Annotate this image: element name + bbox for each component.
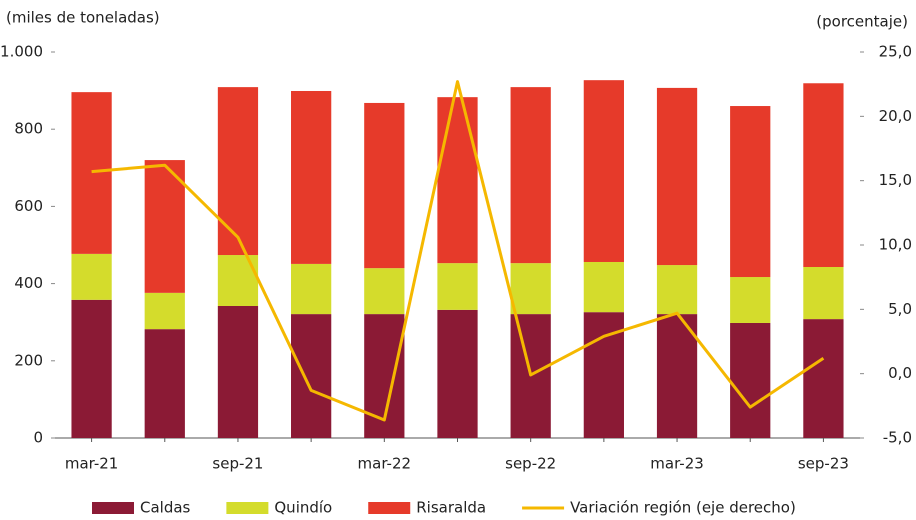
bar <box>291 314 332 438</box>
bar <box>71 253 112 300</box>
bar <box>510 87 551 264</box>
bar <box>291 90 332 264</box>
y2-tick-label: 15,0 <box>879 171 912 189</box>
y-axis-title: (miles de toneladas) <box>6 9 160 27</box>
x-tick-label: sep-21 <box>212 455 263 473</box>
y2-axis-title: (porcentaje) <box>816 13 908 31</box>
y-tick-label: 400 <box>14 274 43 292</box>
bar <box>730 322 771 438</box>
bar <box>656 87 698 266</box>
bar <box>437 309 478 438</box>
y-tick-label: 800 <box>14 120 43 138</box>
bar <box>583 261 624 313</box>
y2-tick-label: -5,0 <box>883 429 912 447</box>
legend-label: Quindío <box>274 499 332 517</box>
bar <box>364 102 405 269</box>
bar <box>217 87 259 256</box>
bar <box>803 83 844 268</box>
bar <box>144 292 185 330</box>
bar <box>656 265 698 315</box>
legend-swatch <box>226 502 269 514</box>
legend-label: Risaralda <box>416 499 486 517</box>
y2-tick-label: 20,0 <box>879 107 912 125</box>
y2-tick-label: 10,0 <box>879 236 912 254</box>
bar <box>437 263 478 310</box>
y2-tick-label: 0,0 <box>888 364 912 382</box>
x-tick-label: mar-21 <box>65 455 119 473</box>
bar <box>71 92 112 254</box>
bar <box>730 277 771 323</box>
legend-label: Variación región (eje derecho) <box>570 499 796 517</box>
legend-swatch <box>92 502 134 514</box>
bar <box>583 80 624 262</box>
legend-swatch <box>368 502 411 514</box>
bar <box>803 319 844 438</box>
legend-label: Caldas <box>140 499 191 517</box>
x-tick-label: mar-23 <box>650 455 704 473</box>
line <box>91 80 825 422</box>
bar <box>217 305 259 438</box>
bar <box>437 97 478 264</box>
x-tick-label: sep-22 <box>505 455 556 473</box>
bar <box>291 263 332 315</box>
bar <box>364 268 405 315</box>
bar <box>71 299 112 438</box>
x-tick-label: sep-23 <box>798 455 849 473</box>
bar <box>510 263 551 315</box>
bar <box>656 314 698 438</box>
bar <box>144 160 185 293</box>
bar <box>803 267 844 320</box>
y2-tick-label: 25,0 <box>879 43 912 61</box>
x-tick-label: mar-22 <box>358 455 412 473</box>
y-tick-label: 600 <box>14 197 43 215</box>
bar <box>217 255 259 306</box>
y-tick-label: 0 <box>33 429 43 447</box>
bar <box>144 329 185 438</box>
y-tick-label: 1.000 <box>0 43 43 61</box>
bar <box>730 106 771 278</box>
y-tick-label: 200 <box>14 351 43 369</box>
y2-tick-label: 5,0 <box>888 300 912 318</box>
